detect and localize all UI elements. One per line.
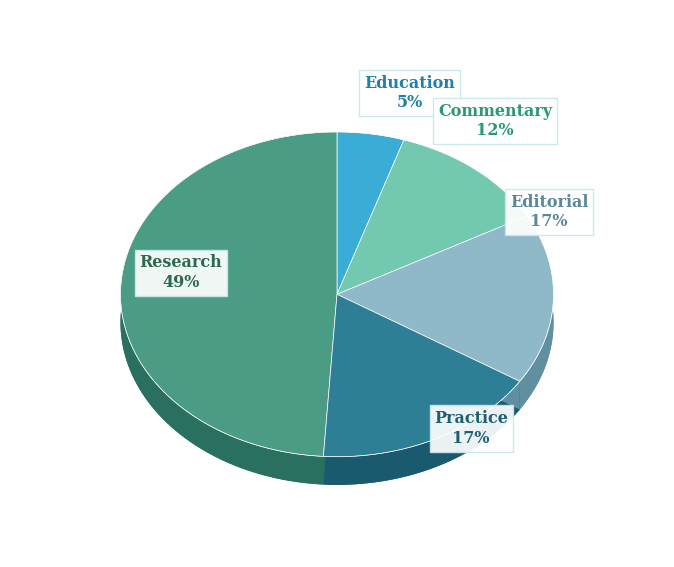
Polygon shape: [324, 294, 337, 485]
Text: Practice
17%: Practice 17%: [434, 411, 508, 447]
Polygon shape: [324, 323, 520, 485]
Text: Commentary
12%: Commentary 12%: [438, 103, 552, 139]
Polygon shape: [337, 216, 553, 382]
Text: Editorial
17%: Editorial 17%: [510, 194, 588, 230]
Polygon shape: [337, 168, 527, 323]
Polygon shape: [337, 132, 404, 294]
Text: Education
5%: Education 5%: [364, 75, 455, 111]
Polygon shape: [324, 382, 520, 485]
Text: Research
49%: Research 49%: [140, 255, 222, 291]
Polygon shape: [121, 160, 337, 485]
Polygon shape: [337, 294, 520, 409]
Polygon shape: [337, 140, 527, 294]
Polygon shape: [121, 132, 337, 456]
Polygon shape: [121, 132, 337, 485]
Polygon shape: [337, 160, 404, 323]
Polygon shape: [324, 294, 337, 485]
Polygon shape: [520, 216, 553, 409]
Polygon shape: [337, 244, 553, 409]
Polygon shape: [324, 294, 520, 456]
Polygon shape: [337, 294, 520, 409]
